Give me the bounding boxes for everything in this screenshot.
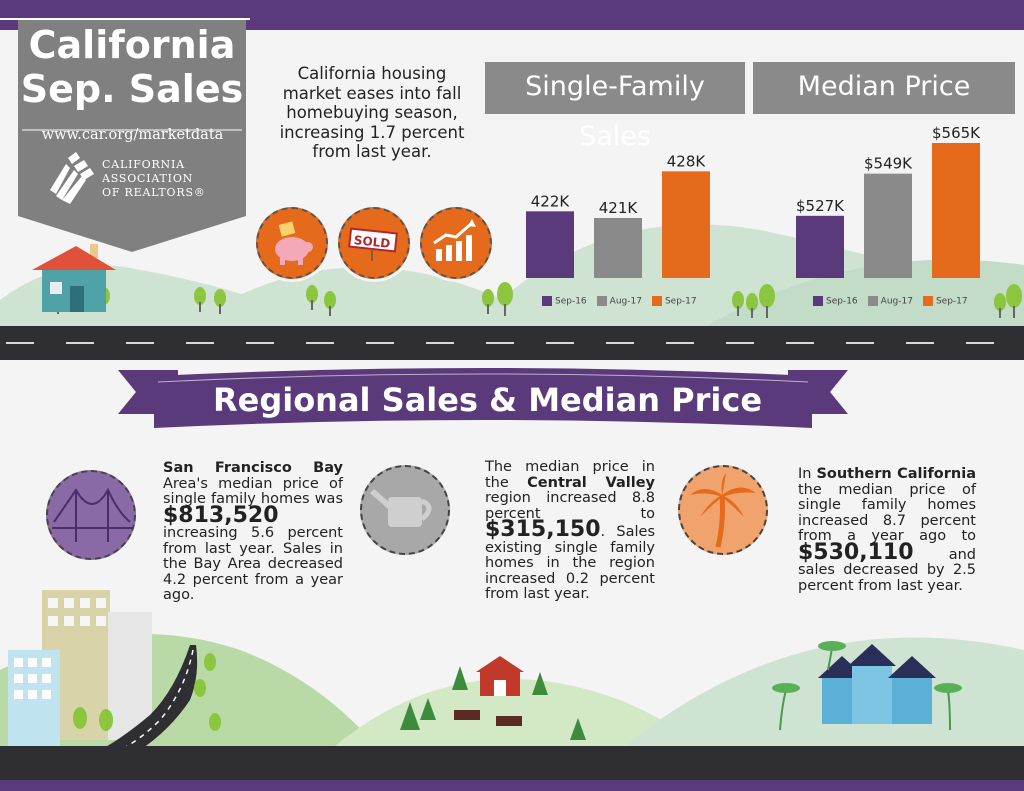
single-family-sales-chart: 422K 421K 428K xyxy=(526,152,710,278)
southern-california-text2: the median price of single family homes … xyxy=(798,481,976,544)
bar-Sep-16 xyxy=(796,215,844,278)
central-valley-text2: region increased 8.8 percent to xyxy=(485,490,655,522)
road-dash xyxy=(786,342,814,344)
southern-california-name: Southern California xyxy=(816,466,976,482)
road-dash xyxy=(126,342,154,344)
bay-area-text2: increasing 5.6 percent from last year. S… xyxy=(163,525,343,603)
road-dash xyxy=(426,342,454,344)
house-icon xyxy=(32,244,116,312)
southern-california-price: $530,110 xyxy=(798,539,914,565)
legend-item: Sep-17 xyxy=(922,296,968,307)
sold-sign-icon: SOLD xyxy=(338,207,410,279)
growth-chart-icon xyxy=(420,207,492,279)
bay-area-text1: Area's median price of single family hom… xyxy=(163,475,343,507)
road-dash xyxy=(486,342,514,344)
watering-can-icon xyxy=(360,465,450,555)
bar-label: 428K xyxy=(667,152,707,170)
road-dash xyxy=(366,342,394,344)
car-url-link[interactable]: www.car.org/marketdata xyxy=(41,127,224,143)
car-logo-icon xyxy=(50,152,94,204)
road-divider xyxy=(0,326,1024,360)
title-line-2: Sep. Sales xyxy=(20,67,244,111)
legend-label: Sep-17 xyxy=(664,296,697,307)
road-dash xyxy=(306,342,334,344)
single-family-sales-header: Single-Family Sales xyxy=(485,62,745,152)
bay-area-text: San Francisco Bay Area's median price of… xyxy=(163,460,343,604)
road-dash xyxy=(726,342,754,344)
legend-label: Sep-16 xyxy=(826,296,858,307)
palm-tree-icon xyxy=(678,465,768,555)
road-dash xyxy=(6,342,34,344)
southern-california-text: In Southern California the median price … xyxy=(798,466,976,594)
top-bar-line xyxy=(0,18,250,20)
central-valley-text: The median price in the Central Valley r… xyxy=(485,459,655,603)
road-dash xyxy=(186,342,214,344)
road-dash xyxy=(606,342,634,344)
bar-label: 421K xyxy=(599,199,639,217)
org-name-line-2: ASSOCIATION xyxy=(102,172,194,185)
road-dash xyxy=(846,342,874,344)
legend-item: Aug-17 xyxy=(596,296,642,307)
bar-Sep-17 xyxy=(662,171,710,278)
median-price-header: Median Price xyxy=(753,62,1015,114)
bottom-strip xyxy=(0,780,1024,791)
road-dash xyxy=(966,342,994,344)
chart2-legend: Sep-16 Aug-17 Sep-17 xyxy=(813,296,968,307)
regional-title: Regional Sales & Median Price xyxy=(212,381,763,419)
legend-label: Sep-17 xyxy=(935,296,968,307)
legend-label: Aug-17 xyxy=(609,296,642,307)
org-name-line-3: OF REALTORS® xyxy=(102,186,206,199)
legend-label: Aug-17 xyxy=(880,296,913,307)
title-line-1: California xyxy=(28,23,236,67)
legend-item: Sep-16 xyxy=(813,296,858,307)
legend-label: Sep-16 xyxy=(555,296,587,307)
bar-Sep-16 xyxy=(526,211,574,278)
southern-california-text3: and sales decreased by 2.5 percent from … xyxy=(798,546,976,594)
org-name-line-1: CALIFORNIA xyxy=(102,158,185,171)
road-dash xyxy=(906,342,934,344)
central-valley-text1: The median price in the xyxy=(485,459,655,491)
legend-item: Aug-17 xyxy=(867,296,913,307)
bottom-road xyxy=(0,746,1024,780)
bar-label: $565K xyxy=(932,124,981,142)
bar-label: $527K xyxy=(796,197,845,215)
road-dash xyxy=(246,342,274,344)
bar-Aug-17 xyxy=(594,218,642,278)
road-dash xyxy=(546,342,574,344)
golden-gate-bridge-icon xyxy=(46,470,136,560)
central-valley-name: Central Valley xyxy=(527,474,655,491)
piggy-bank-icon xyxy=(256,207,328,279)
legend-item: Sep-17 xyxy=(651,296,697,307)
bar-label: $549K xyxy=(864,155,913,173)
bay-area-name: San Francisco Bay xyxy=(163,460,343,476)
bar-label: 422K xyxy=(531,192,571,210)
regional-ribbon xyxy=(118,368,848,428)
road-dash xyxy=(66,342,94,344)
bottom-landscape xyxy=(0,590,1024,750)
sold-sign-label: SOLD xyxy=(353,233,391,251)
road-dash xyxy=(666,342,694,344)
central-valley-text3: . Sales existing single family homes in … xyxy=(485,524,655,602)
legend-item: Sep-16 xyxy=(542,296,587,307)
central-valley-price: $315,150 xyxy=(485,517,601,542)
bay-area-price: $813,520 xyxy=(163,502,279,528)
intro-text: California housing market eases into fal… xyxy=(279,64,465,161)
bar-Aug-17 xyxy=(864,173,912,278)
southern-california-text1: In xyxy=(798,466,812,482)
bar-Sep-17 xyxy=(932,143,980,278)
chart1-legend: Sep-16 Aug-17 Sep-17 xyxy=(542,296,697,307)
median-price-chart: $527K $549K $565K xyxy=(796,124,981,278)
